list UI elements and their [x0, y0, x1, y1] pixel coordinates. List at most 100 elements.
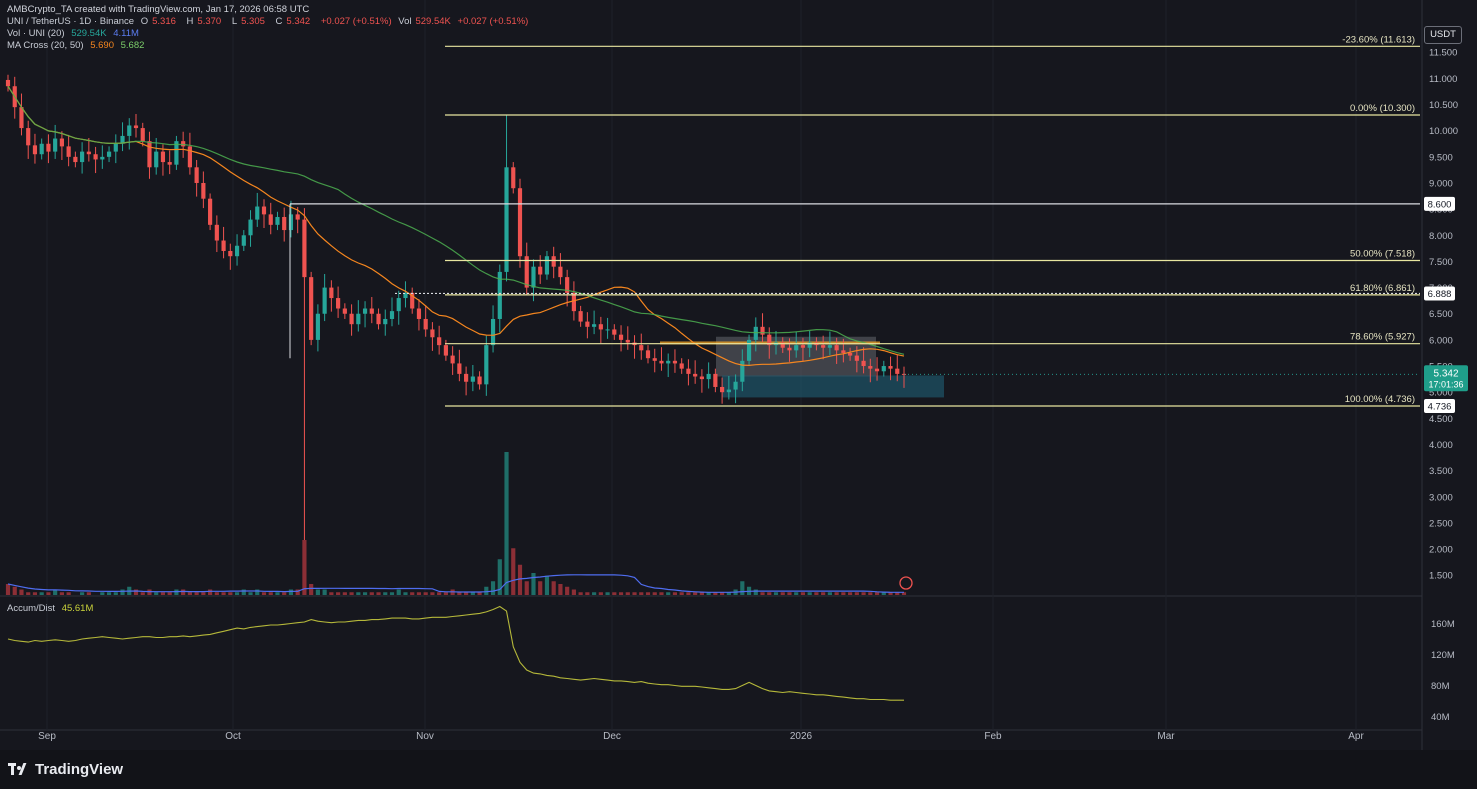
x-tick-label: Apr	[1348, 731, 1364, 742]
candle-body	[376, 313, 381, 325]
volume-bar	[780, 592, 785, 595]
candle-body	[551, 256, 556, 267]
ma-cross-legend[interactable]: MA Cross (20, 50) 5.690 5.682	[7, 40, 145, 51]
symbol-name[interactable]: UNI / TetherUS · 1D · Binance	[7, 16, 135, 27]
currency-button[interactable]: USDT	[1424, 26, 1462, 44]
ohlc-low: L 5.305	[231, 16, 265, 27]
candle-body	[336, 298, 341, 309]
candle-body	[120, 135, 125, 144]
ad-tick-label: 40M	[1431, 712, 1450, 723]
candle-body	[430, 329, 435, 338]
volume-bar	[315, 589, 320, 595]
candle-body	[800, 345, 806, 348]
x-tick-label: Dec	[603, 731, 621, 742]
y-tick-label: 6.500	[1429, 309, 1453, 320]
candle-body	[780, 342, 785, 348]
candle-body	[511, 167, 516, 189]
volume-study-legend[interactable]: Vol · UNI (20) 529.54K 4.11M	[7, 28, 139, 39]
fib-level-label: 61.80% (6.861)	[1350, 283, 1415, 294]
volume-bar	[457, 592, 462, 595]
volume-bar	[807, 592, 812, 595]
candle-body	[221, 240, 226, 251]
candle-body	[194, 167, 199, 183]
volume-bar	[895, 592, 900, 595]
candle-body	[645, 350, 651, 359]
vol-value: 529.54K	[415, 16, 451, 27]
candle-body	[652, 358, 657, 361]
candle-body	[302, 219, 307, 278]
volume-bar	[531, 573, 536, 595]
volume-bar	[639, 592, 644, 595]
price-tag	[1424, 286, 1455, 301]
volume-bar	[470, 592, 475, 595]
tradingview-logo[interactable]: TradingView	[8, 761, 123, 778]
candle-body	[571, 292, 576, 312]
volume-bar	[120, 589, 125, 595]
candle-body	[295, 214, 300, 220]
candle-body	[288, 214, 294, 231]
ad-tick-label: 120M	[1431, 650, 1455, 661]
candle-body	[80, 151, 85, 163]
candle-body	[767, 334, 772, 346]
x-tick-label: Mar	[1157, 731, 1175, 742]
candle-body	[490, 318, 496, 346]
y-tick-label: 10.500	[1429, 100, 1458, 111]
candle-body	[160, 151, 166, 163]
volume-bar	[376, 592, 381, 595]
fib-level-label: 0.00% (10.300)	[1350, 103, 1415, 114]
volume-bar	[181, 589, 186, 595]
candle-body	[234, 245, 240, 257]
accum-dist-legend[interactable]: Accum/Dist 45.61M	[7, 603, 94, 614]
candle-body	[113, 143, 118, 152]
candle-body	[154, 151, 159, 168]
candle-body	[713, 373, 718, 387]
volume-bar	[19, 589, 24, 595]
volume-bar	[538, 581, 543, 595]
ma-20-line	[7, 85, 905, 367]
price-tag-label: 4.736	[1428, 402, 1452, 413]
candle-body	[349, 313, 354, 325]
candle-body	[888, 366, 893, 369]
volume-bar	[484, 586, 489, 595]
volume-bar	[868, 592, 873, 595]
fib-level-label: 78.60% (5.927)	[1350, 332, 1415, 343]
candle-body	[531, 266, 536, 288]
volume-bar	[720, 592, 725, 595]
volume-bar	[133, 589, 139, 595]
candle-body	[248, 219, 253, 236]
volume-bar	[659, 592, 664, 595]
volume-bar	[80, 592, 85, 595]
volume-bar	[706, 592, 711, 595]
candle-body	[524, 256, 529, 288]
volume-bar	[517, 564, 523, 595]
y-tick-label: 8.000	[1429, 231, 1453, 242]
volume-bar	[302, 540, 307, 595]
y-tick-label: 1.500	[1429, 571, 1453, 582]
volume-bar	[800, 592, 806, 595]
candle-body	[639, 345, 644, 351]
volume-bar	[726, 592, 731, 595]
accum-dist-line	[7, 605, 904, 701]
candle-body	[167, 162, 172, 165]
volume-bar	[699, 592, 704, 595]
volume-bar	[362, 592, 368, 595]
price-tag	[1424, 196, 1455, 211]
candle-body	[746, 339, 752, 361]
candle-body	[46, 143, 51, 152]
volume-bar	[383, 592, 388, 595]
candle-body	[679, 363, 684, 369]
volume-bar	[612, 592, 617, 595]
y-tick-label: 3.500	[1429, 466, 1453, 477]
candle-body	[827, 345, 832, 348]
candle-body	[787, 347, 792, 351]
volume-bar	[59, 592, 64, 595]
price-chart[interactable]: Sep Oct Nov Dec 2026 Feb Mar Apr 11.500 11.000 10.…	[0, 0, 1477, 750]
volume-bar	[672, 592, 678, 595]
candle-body	[201, 182, 206, 199]
volume-bar	[632, 592, 637, 595]
candle-body	[403, 292, 408, 299]
y-tick-label: 7.500	[1429, 257, 1453, 268]
candle-body	[329, 287, 334, 299]
candle-body	[389, 311, 395, 319]
